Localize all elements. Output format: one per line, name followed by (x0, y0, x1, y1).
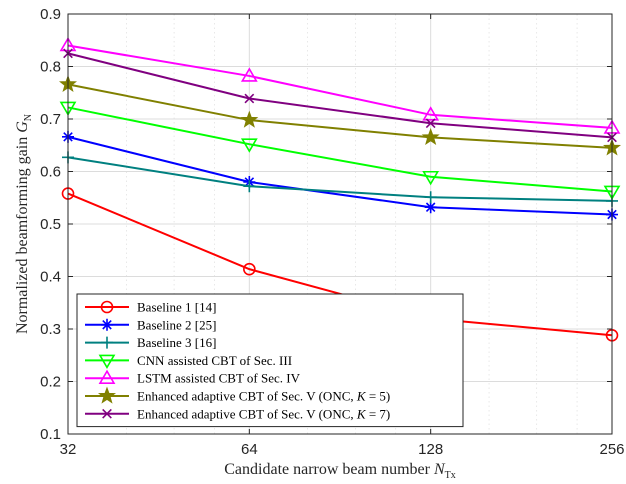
y-tick-label: 0.2 (40, 374, 61, 391)
legend-item: LSTM assisted CBT of Sec. IV (85, 369, 301, 386)
x-axis-label-symbol: N (433, 461, 446, 478)
x-tick-label: 32 (60, 441, 77, 458)
legend-label: Baseline 3 [16] (137, 335, 216, 350)
series (59, 36, 621, 134)
legend-label-suffix: = 7) (366, 406, 391, 421)
x-axis-label-subscript: Tx (445, 470, 456, 481)
marker-asterisk (424, 201, 437, 214)
marker-circle (100, 300, 114, 314)
marker-plus (424, 191, 437, 204)
marker-plus (101, 336, 113, 349)
marker-asterisk (101, 318, 113, 331)
x-tick-label: 256 (599, 441, 624, 458)
legend: Baseline 1 [14] Baseline 2 [25] Baseline 3… (76, 293, 464, 428)
x-tick-label: 128 (418, 441, 443, 458)
legend-label: LSTM assisted CBT of Sec. IV (137, 371, 301, 386)
legend-label: Enhanced adaptive CBT of Sec. V (ONC, K … (137, 406, 390, 421)
legend-label-var: K (356, 406, 367, 421)
x-axis-label-text: Candidate narrow beam number (224, 461, 434, 478)
legend-item: Baseline 1 [14] (85, 300, 216, 315)
legend-label-prefix: Enhanced adaptive CBT of Sec. V (ONC, (137, 406, 357, 421)
marker-pentagram (421, 127, 440, 146)
series-line (67, 83, 613, 149)
legend-item: Baseline 3 [16] (85, 335, 216, 350)
legend-label-var: K (356, 389, 367, 404)
y-tick-label: 0.4 (40, 269, 61, 286)
series-line (67, 52, 613, 139)
legend-box (76, 293, 464, 428)
y-tick-label: 0.1 (40, 426, 61, 443)
y-axis-label: Normalized beamforming gain GN (14, 114, 34, 334)
marker-triangle-up (98, 369, 116, 384)
legend-label: CNN assisted CBT of Sec. III (137, 353, 292, 368)
y-axis-label-subscript: N (23, 114, 34, 121)
legend-item: Enhanced adaptive CBT of Sec. V (ONC, K … (85, 406, 390, 421)
marker-x (102, 408, 112, 419)
x-tick-label: 64 (241, 441, 258, 458)
y-tick-label: 0.9 (40, 6, 61, 23)
marker-x (425, 118, 436, 129)
y-tick-label: 0.3 (40, 321, 61, 338)
y-tick-label: 0.8 (40, 59, 61, 76)
marker-triangle-up (240, 67, 258, 82)
marker-triangle-down (240, 138, 258, 153)
marker-triangle-down (98, 354, 116, 369)
y-axis-label-symbol: G (14, 121, 31, 133)
series-line (67, 156, 613, 202)
legend-item: Baseline 2 [25] (85, 317, 216, 332)
series (63, 48, 617, 143)
y-axis-label-text: Normalized beamforming gain (14, 133, 31, 334)
legend-label-prefix: Enhanced adaptive CBT of Sec. V (ONC, (137, 389, 357, 404)
series-line (67, 106, 613, 193)
marker-x (244, 93, 255, 104)
y-tick-label: 0.5 (40, 216, 61, 233)
x-axis-label: Candidate narrow beam number NTx (224, 461, 455, 481)
marker-pentagram (240, 110, 259, 128)
marker-pentagram (97, 386, 117, 404)
series-line (67, 135, 613, 216)
marker-plus (243, 180, 256, 193)
y-tick-label: 0.6 (40, 164, 61, 181)
series-line (67, 44, 613, 129)
legend-label: Baseline 2 [25] (137, 317, 216, 332)
marker-triangle-up (422, 106, 440, 121)
marker-triangle-down (422, 170, 440, 186)
legend-label: Enhanced adaptive CBT of Sec. V (ONC, K … (137, 389, 390, 404)
legend-item: CNN assisted CBT of Sec. III (85, 353, 292, 369)
marker-circle (243, 262, 256, 276)
legend-item: Enhanced adaptive CBT of Sec. V (ONC, K … (85, 386, 390, 404)
y-tick-label: 0.7 (40, 111, 61, 128)
legend-label-suffix: = 5) (366, 389, 391, 404)
legend-label: Baseline 1 [14] (137, 300, 216, 315)
axis-ticks: 32 64 128 256 0.1 0.2 0.3 0.4 0.5 0.6 0.7 0.8 0.9 (40, 6, 624, 458)
